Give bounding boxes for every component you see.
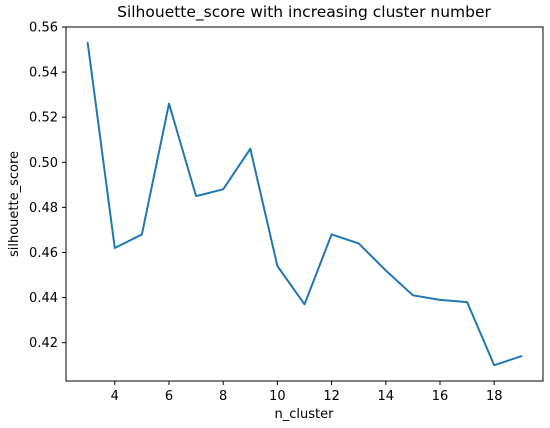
x-tick-label: 12 <box>323 389 340 404</box>
x-axis-label: n_cluster <box>275 407 335 422</box>
y-tick-label: 0.42 <box>29 336 58 351</box>
series-line-1 <box>86 41 523 367</box>
x-tick-label: 18 <box>486 389 503 404</box>
x-tick-label: 8 <box>219 389 227 404</box>
x-axis: 4 6 8 10 12 14 16 18 <box>111 381 503 404</box>
y-tick-label: 0.44 <box>29 291 58 306</box>
x-tick-label: 10 <box>269 389 286 404</box>
axes-frame <box>65 26 544 382</box>
x-tick-label: 6 <box>165 389 173 404</box>
x-tick-label: 4 <box>111 389 119 404</box>
x-tick-label: 14 <box>378 389 395 404</box>
y-tick-label: 0.50 <box>29 156 58 171</box>
y-axis: 0.42 0.44 0.46 0.48 0.50 0.52 0.54 0.56 <box>29 21 66 351</box>
series-layer <box>86 41 523 367</box>
y-tick-label: 0.52 <box>29 111 58 126</box>
y-tick-label: 0.46 <box>29 246 58 261</box>
y-axis-label: silhouette_score <box>7 151 22 257</box>
y-tick-label: 0.56 <box>29 21 58 36</box>
y-tick-label: 0.54 <box>29 66 58 81</box>
plot-area <box>65 26 544 382</box>
chart-title: Silhouette_score with increasing cluster… <box>117 3 491 22</box>
x-tick-label: 16 <box>432 389 449 404</box>
y-tick-label: 0.48 <box>29 201 58 216</box>
